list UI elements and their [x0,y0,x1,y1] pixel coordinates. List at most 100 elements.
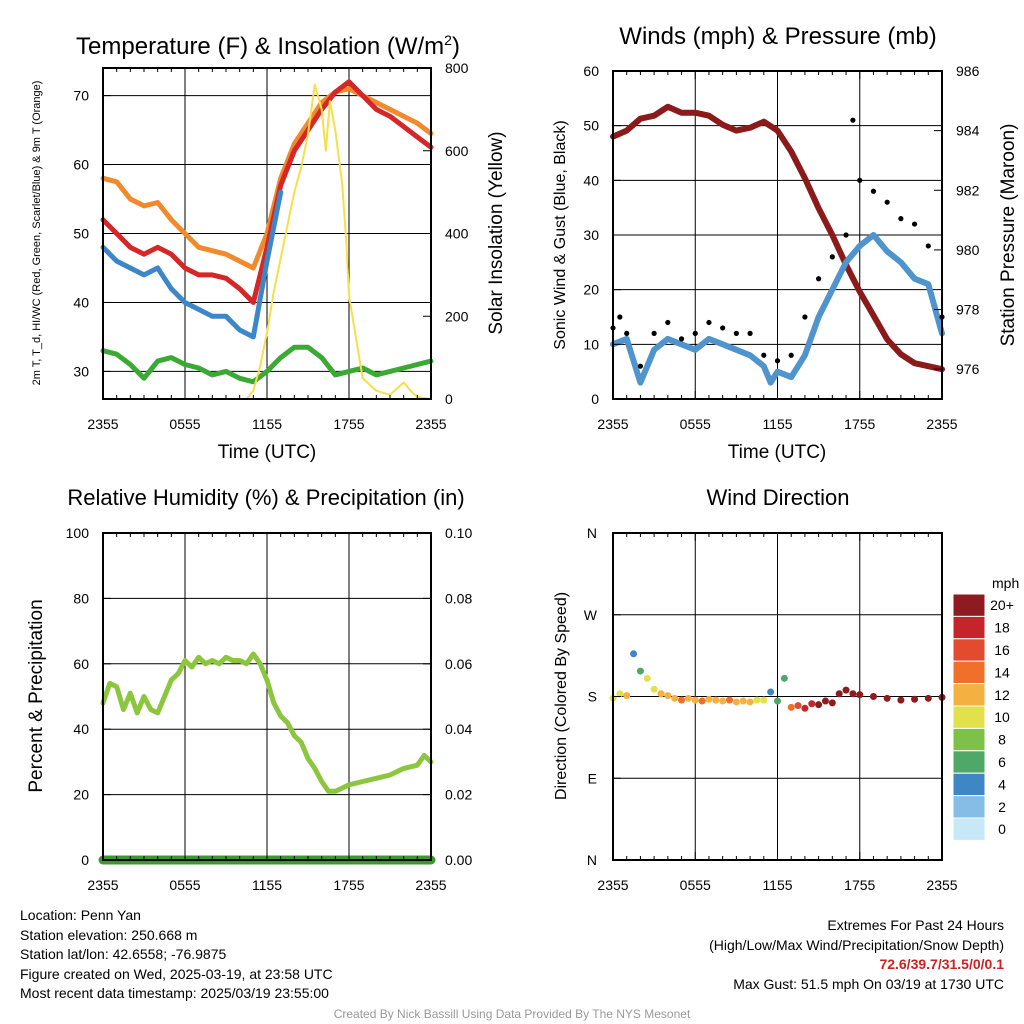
x-tick-label: 1755 [844,877,875,893]
gust-point [802,314,808,320]
wind-speed-line [610,232,945,386]
windchill-line [100,189,284,340]
temperature-xlabel: Time (UTC) [218,442,317,463]
left-tick-label: 30 [73,363,89,379]
left-tick-label: 60 [73,157,89,173]
gust-point [774,358,781,364]
x-tick-label: 1155 [762,877,792,893]
left-tick-label: 100 [66,525,90,541]
direction-tick-label: N [587,525,597,541]
direction-point [636,667,644,675]
colorbar-label: 6 [998,754,1006,770]
direction-point [691,696,699,704]
gust-point [884,199,890,205]
temperature-panel-title: Temperature (F) & Insolation (W/m2) [76,32,460,60]
gust-point [816,276,822,282]
max-gust-text: Max Gust: 51.5 mph On 03/19 at 1730 UTC [733,975,1004,992]
direction-point [801,704,809,712]
dewpoint-line [100,344,434,385]
colorbar-swatch [952,817,986,841]
x-tick-label: 1755 [844,416,875,432]
colorbar-label: 8 [998,732,1006,748]
right-tick-label: 0 [445,391,453,407]
humidity-line [100,651,434,794]
colorbar-label: 0 [998,821,1006,837]
direction-point [842,686,850,694]
station-info: Location: Penn Yan Station elevation: 25… [20,906,333,1004]
direction-point [815,701,823,709]
latlon-text: Station lat/lon: 42.6558; -76.9875 [20,946,227,962]
winds-panel: Winds (mph) & Pressure (mb) 2355 0555 1155… [552,23,1019,463]
right-tick-label: 978 [956,302,980,318]
right-tick-label: 0.00 [445,852,472,868]
direction-point [821,697,829,705]
direction-point [657,690,665,698]
direction-point [623,692,631,700]
left-tick-label: 10 [583,336,599,352]
gust-point [733,330,739,336]
colorbar-swatch [952,638,986,662]
direction-point [664,692,672,700]
colorbar-label: 10 [994,709,1010,725]
right-tick-label: 400 [445,226,469,242]
colorbar-swatch [952,750,986,774]
direction-point [698,697,706,705]
winds-panel-title: Winds (mph) & Pressure (mb) [619,23,936,50]
direction-point [760,696,768,704]
direction-point [705,695,713,703]
left-tick-label: 40 [73,721,89,737]
colorbar-label: 20+ [990,597,1014,613]
right-tick-label: 200 [445,308,469,324]
left-tick-label: 50 [583,118,599,134]
direction-point [712,696,720,704]
left-tick-label: 60 [583,63,599,79]
direction-point [732,698,740,706]
direction-point [630,650,638,658]
left-tick-label: 60 [73,656,89,672]
x-tick-label: 0555 [169,877,200,893]
elevation-text: Station elevation: 250.668 m [20,926,198,943]
direction-point [739,697,747,705]
colorbar-label: 14 [994,664,1010,680]
gust-point [870,188,877,194]
direction-point [643,674,651,682]
gust-point [651,330,657,336]
left-tick-label: 80 [73,590,89,606]
x-tick-label: 2355 [597,877,628,893]
extremes-info: Extremes For Past 24 Hours (High/Low/Max… [709,916,1004,994]
colorbar-swatch [952,795,986,819]
solar-line [102,83,432,400]
x-tick-label: 0555 [680,877,711,893]
x-tick-label: 2355 [926,877,957,893]
direction-point [856,691,864,699]
gust-point [788,352,794,358]
direction-point [767,688,775,696]
solar-ylabel: Solar Insolation (Yellow) [486,131,507,334]
gust-point [747,330,753,336]
right-tick-label: 986 [956,63,980,79]
direction-point [924,694,932,702]
right-tick-label: 984 [956,123,980,139]
pressure-line [610,103,945,373]
left-tick-label: 50 [73,226,89,242]
pressure-ylabel: Station Pressure (Maroon) [998,124,1019,347]
right-tick-label: 0.06 [445,656,472,672]
x-tick-label: 1155 [252,416,282,432]
colorbar-swatch [952,615,986,640]
direction-point [787,703,795,711]
humidity-ylabel: Percent & Precipitation [26,599,47,792]
location-text: Location: Penn Yan [20,907,141,923]
colorbar-swatch [952,660,986,685]
direction-point [869,693,877,700]
direction-point [808,700,816,708]
humidity-panel-title: Relative Humidity (%) & Precipitation (i… [67,485,464,510]
x-tick-label: 1155 [762,416,792,432]
gust-point [665,319,671,326]
gust-point [761,352,767,358]
gust-point [898,216,904,222]
left-tick-label: 20 [583,282,599,298]
direction-point [678,696,686,704]
x-tick-label: 2355 [415,877,446,893]
gust-point [857,177,863,183]
direction-point [849,690,857,698]
